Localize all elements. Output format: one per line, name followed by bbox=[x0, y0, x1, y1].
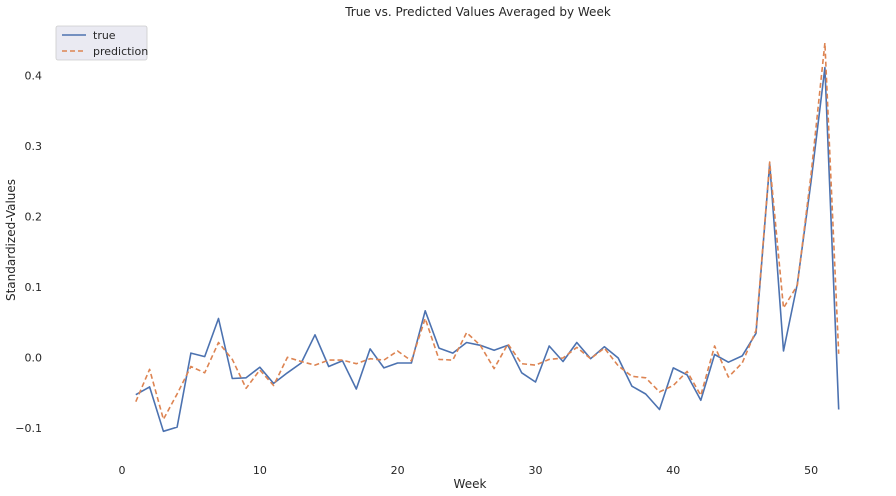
x-tick-label: 40 bbox=[666, 464, 680, 477]
y-axis-label: Standardized-Values bbox=[4, 179, 18, 301]
series-line-true bbox=[135, 66, 840, 433]
x-tick-label: 30 bbox=[528, 464, 542, 477]
x-axis-label: Week bbox=[454, 477, 487, 491]
y-tick-label: 0.3 bbox=[25, 140, 43, 153]
chart-title: True vs. Predicted Values Averaged by We… bbox=[344, 5, 611, 19]
legend-label-prediction: prediction bbox=[93, 45, 148, 58]
legend-label-true: true bbox=[93, 29, 116, 42]
series-layer bbox=[135, 42, 840, 433]
x-tick-label: 10 bbox=[253, 464, 267, 477]
x-tick-label: 50 bbox=[804, 464, 818, 477]
series-line-prediction bbox=[135, 42, 840, 421]
y-tick-label: −0.1 bbox=[15, 422, 42, 435]
x-tick-label: 0 bbox=[119, 464, 126, 477]
legend: true prediction bbox=[55, 25, 148, 61]
y-tick-label: 0.2 bbox=[25, 210, 43, 223]
y-axis-ticks: −0.1 0.0 0.1 0.2 0.3 0.4 bbox=[15, 69, 42, 434]
y-tick-label: 0.0 bbox=[25, 351, 43, 364]
y-tick-label: 0.1 bbox=[25, 281, 43, 294]
y-tick-label: 0.4 bbox=[25, 69, 43, 82]
x-axis-ticks: 0 10 20 30 40 50 bbox=[119, 464, 819, 477]
x-tick-label: 20 bbox=[391, 464, 405, 477]
